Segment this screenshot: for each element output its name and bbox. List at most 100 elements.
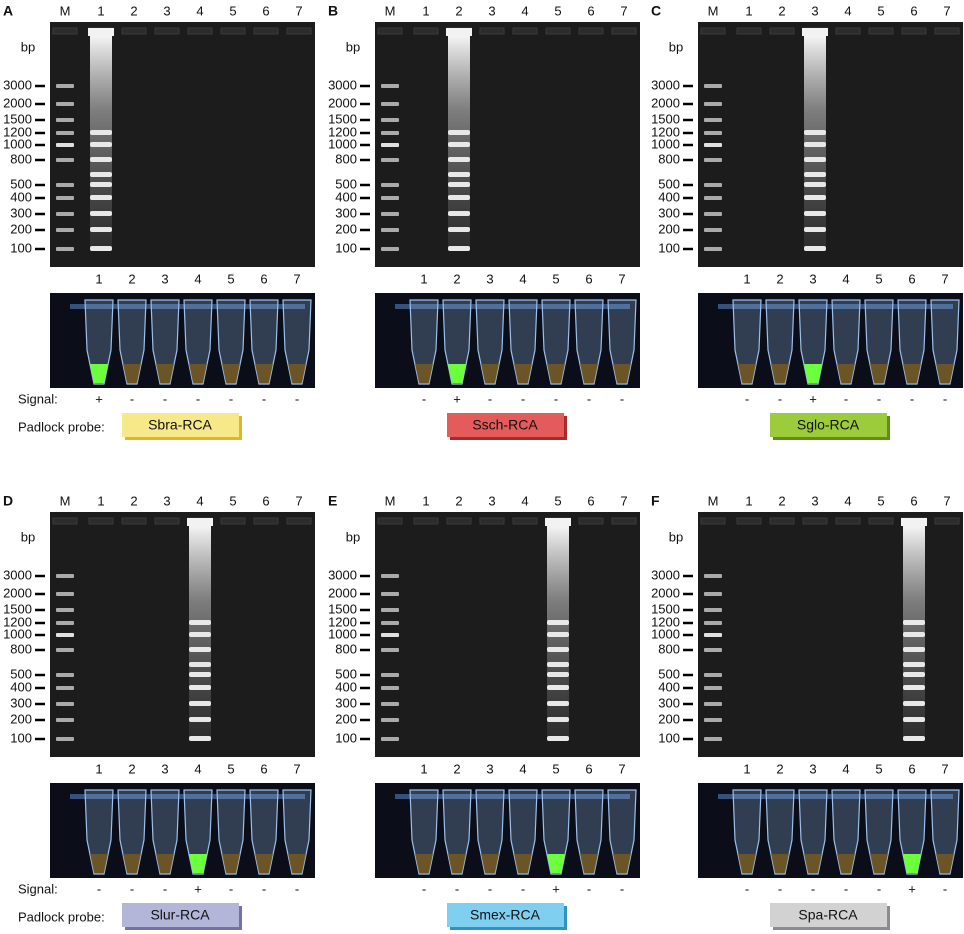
product-band	[547, 647, 569, 652]
ladder-label: 800	[335, 641, 357, 656]
lane-label: 3	[488, 3, 495, 18]
ladder-band	[704, 633, 722, 637]
product-band	[189, 717, 211, 722]
ladder-label: 2000	[651, 585, 680, 600]
tube-liquid	[580, 854, 598, 873]
ladder-label: 1000	[3, 136, 32, 151]
ladder-label: 400	[658, 679, 680, 694]
tube	[541, 299, 571, 385]
tube-liquid	[547, 854, 565, 873]
tube-lane-label: 7	[293, 271, 300, 286]
lane-label: 1	[745, 3, 752, 18]
ladder-label: 100	[335, 240, 357, 255]
panel-letter: F	[651, 493, 660, 509]
lane-label: 2	[130, 3, 137, 18]
lane-label: 2	[778, 493, 785, 508]
tube-lane-label: 3	[486, 271, 493, 286]
product-band	[189, 685, 211, 690]
tube-liquid	[288, 854, 306, 873]
probe-name: Slur-RCA	[150, 907, 210, 923]
tube	[117, 299, 147, 385]
lane-label: M	[708, 493, 719, 508]
ladder-label: 2000	[3, 95, 32, 110]
well	[52, 517, 78, 525]
tube-liquid	[123, 364, 141, 383]
tube	[183, 299, 213, 385]
lane-label: 4	[521, 3, 528, 18]
well	[220, 517, 246, 525]
well	[253, 517, 279, 525]
gel	[375, 512, 640, 757]
positive-well	[88, 28, 114, 36]
lane-label: 4	[844, 493, 851, 508]
signal: -	[130, 881, 134, 896]
well	[736, 517, 762, 525]
lane-label: M	[385, 493, 396, 508]
ladder-label: 400	[335, 189, 357, 204]
probe-row-label: Padlock probe:	[18, 909, 105, 924]
signal: -	[620, 881, 624, 896]
tube-lane-label: 5	[875, 271, 882, 286]
positive-well	[545, 518, 571, 526]
ladder-band	[704, 118, 722, 122]
ladder-label: 300	[335, 205, 357, 220]
tube	[864, 299, 894, 385]
product-band	[903, 620, 925, 625]
ladder-band	[704, 592, 722, 596]
signal: +	[194, 881, 202, 896]
ladder-band	[381, 592, 399, 596]
tube-lane-label: 2	[776, 761, 783, 776]
well	[901, 27, 927, 35]
lane-label: 1	[422, 3, 429, 18]
tube	[216, 789, 246, 875]
product-band	[903, 672, 925, 677]
tube-lane-label: 4	[519, 271, 526, 286]
tube-liquid	[613, 854, 631, 873]
ladder-band	[56, 131, 74, 135]
ladder-band	[704, 648, 722, 652]
tube-liquid	[189, 364, 207, 383]
probe-name: Sbra-RCA	[148, 417, 212, 433]
product-band	[448, 142, 470, 147]
ladder-label: 300	[335, 695, 357, 710]
lane-label: 3	[163, 493, 170, 508]
tube-liquid	[613, 364, 631, 383]
tube-lane-label: 3	[809, 761, 816, 776]
tube	[607, 299, 637, 385]
product-band	[90, 195, 112, 200]
tube-lane-label: 2	[453, 761, 460, 776]
tube-liquid	[870, 364, 888, 383]
ladder-label: 500	[335, 176, 357, 191]
ladder-label: 3000	[3, 77, 32, 92]
tube	[897, 299, 927, 385]
tube-lane-label: 1	[95, 761, 102, 776]
ladder-band	[381, 158, 399, 162]
lane-label: 6	[262, 493, 269, 508]
signal: -	[620, 391, 624, 406]
ladder-label: 100	[10, 730, 32, 745]
bp-label: bp	[346, 529, 360, 544]
signal: -	[877, 881, 881, 896]
product-band	[804, 227, 826, 232]
ladder-band	[381, 228, 399, 232]
tube-liquid	[123, 854, 141, 873]
tube-lane-label: 2	[453, 271, 460, 286]
well	[220, 27, 246, 35]
ladder-label: 1200	[651, 614, 680, 629]
ladder-band	[381, 247, 399, 251]
ladder-label: 300	[658, 695, 680, 710]
signal: -	[587, 391, 591, 406]
lane-label: 5	[877, 3, 884, 18]
signal: -	[778, 391, 782, 406]
tube-liquid	[514, 854, 532, 873]
tube-lane-label: 6	[260, 271, 267, 286]
lane-label: 3	[163, 3, 170, 18]
tube	[508, 789, 538, 875]
product-band	[189, 701, 211, 706]
product-band	[90, 211, 112, 216]
product-band	[903, 685, 925, 690]
tube	[150, 299, 180, 385]
product-band	[547, 620, 569, 625]
lane-label: 1	[97, 493, 104, 508]
signal: -	[455, 881, 459, 896]
